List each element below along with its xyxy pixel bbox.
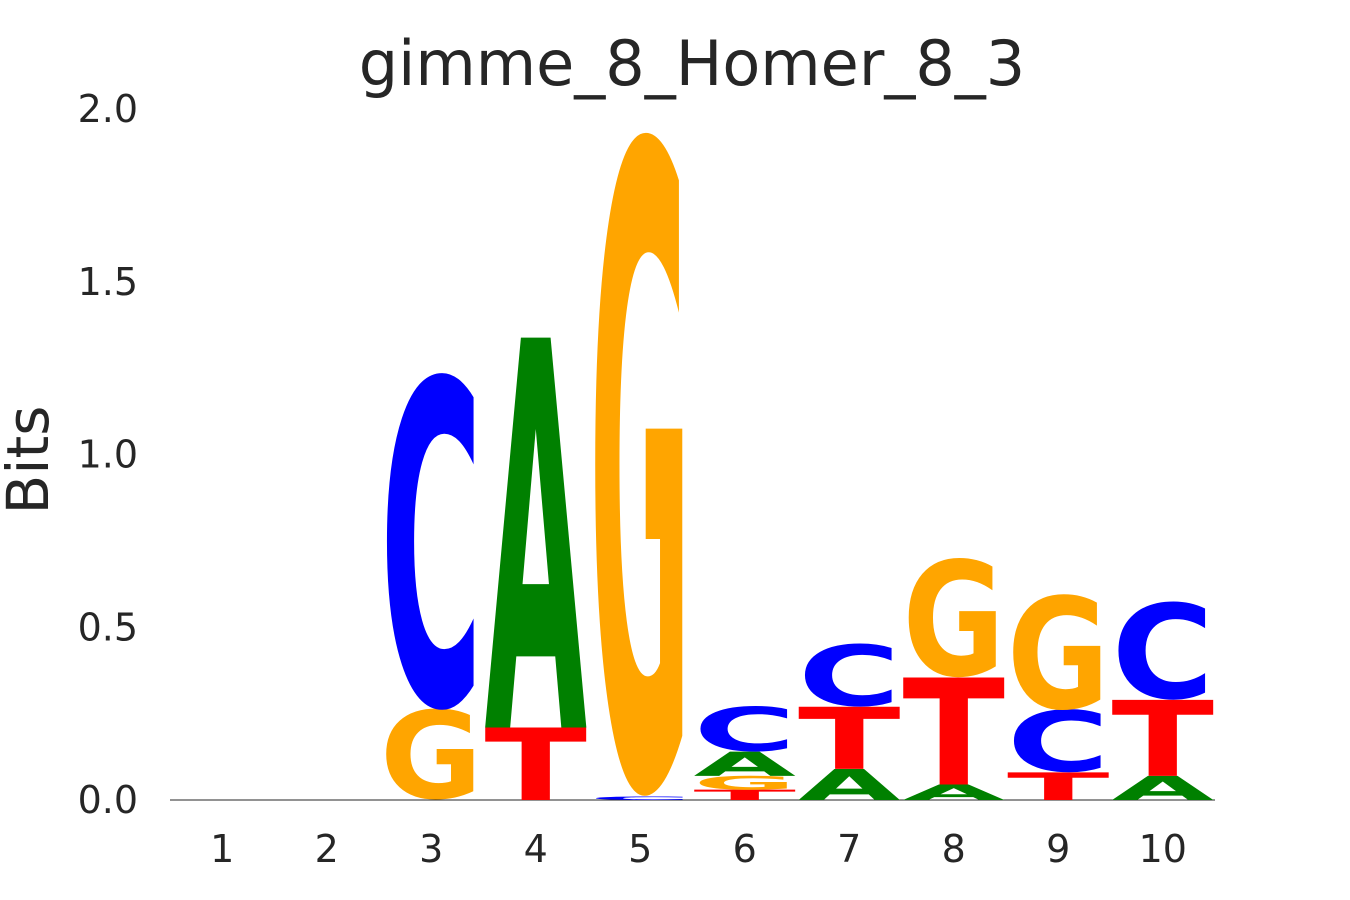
x-tick-label: 8 xyxy=(942,827,966,871)
x-tick-label: 6 xyxy=(733,827,757,871)
logo-letter-pos6-G: G xyxy=(694,772,796,794)
logo-letter-pos6-A: A xyxy=(694,745,797,784)
y-tick-label: 2.0 xyxy=(78,87,138,131)
logo-letter-pos3-C: C xyxy=(380,291,482,809)
letter-g-glyph: G xyxy=(380,686,482,826)
logo-letter-pos8-A: A xyxy=(903,780,1005,805)
chart-title: gimme_8_Homer_8_3 xyxy=(359,27,1025,100)
y-axis-ticks: 0.0 0.5 1.0 1.5 2.0 xyxy=(78,87,138,822)
logo-letter-pos7-T: T xyxy=(798,690,900,789)
y-axis-label: Bits xyxy=(0,406,62,515)
letter-c-glyph: C xyxy=(694,695,796,765)
x-tick-label: 7 xyxy=(837,827,861,871)
letter-g-glyph: G xyxy=(1007,565,1109,744)
logo-letter-pos8-T: T xyxy=(903,649,1005,820)
logo-letter-pos10-T: T xyxy=(1112,680,1214,801)
letter-a-glyph: A xyxy=(798,761,900,810)
letter-t-glyph: T xyxy=(694,787,797,803)
letter-c-glyph: C xyxy=(798,629,900,726)
y-tick-label: 0.0 xyxy=(78,778,138,822)
letter-c-glyph: C xyxy=(1112,577,1214,728)
letter-c-glyph: C xyxy=(1007,694,1109,791)
logo-letter-pos10-C: C xyxy=(1112,577,1214,728)
letter-a-glyph: A xyxy=(485,231,588,854)
logo-letter-pos6-T: T xyxy=(694,787,797,803)
letter-t-glyph: T xyxy=(1007,765,1110,809)
letter-t-glyph: T xyxy=(1112,680,1214,801)
letter-t-glyph: T xyxy=(903,649,1005,820)
letter-a-glyph: A xyxy=(1112,769,1215,808)
x-tick-label: 1 xyxy=(210,827,234,871)
logo-letter-pos9-T: T xyxy=(1007,765,1110,809)
logo-letter-pos10-A: A xyxy=(1112,769,1215,808)
x-tick-label: 5 xyxy=(628,827,652,871)
logo-letter-pos5-C: C xyxy=(589,796,691,801)
letter-a-glyph: A xyxy=(903,780,1005,805)
logo-letter-pos8-G: G xyxy=(903,529,1005,713)
y-tick-label: 1.5 xyxy=(78,260,138,304)
x-tick-label: 3 xyxy=(419,827,443,871)
logo-letter-pos4-A: A xyxy=(485,231,588,854)
logo-letter-pos7-A: A xyxy=(798,761,900,810)
letter-g-glyph: G xyxy=(589,0,691,900)
y-tick-label: 1.0 xyxy=(78,433,138,477)
y-tick-label: 0.5 xyxy=(78,605,138,649)
logo-letter-pos9-G: G xyxy=(1007,565,1109,744)
letter-g-glyph: G xyxy=(903,529,1005,713)
logo-letter-pos3-G: G xyxy=(380,686,482,826)
letter-c-glyph: C xyxy=(380,291,482,809)
logo-letter-pos6-C: C xyxy=(694,695,796,765)
logo-letter-pos5-G: G xyxy=(589,0,691,900)
letter-a-glyph: A xyxy=(694,745,797,784)
logo-letter-pos4-T: T xyxy=(485,709,588,824)
logo-letter-pos7-C: C xyxy=(798,629,900,726)
letter-c-glyph: C xyxy=(589,796,691,801)
letter-t-glyph: T xyxy=(798,690,900,789)
letter-g-glyph: G xyxy=(694,772,796,794)
x-tick-label: 2 xyxy=(315,827,339,871)
letter-t-glyph: T xyxy=(485,709,588,824)
x-tick-label: 10 xyxy=(1139,827,1187,871)
x-axis-ticks: 1 2 3 4 5 6 7 8 9 10 xyxy=(210,827,1187,871)
x-tick-label: 4 xyxy=(524,827,548,871)
logo-letter-pos9-C: C xyxy=(1007,694,1109,791)
x-tick-label: 9 xyxy=(1046,827,1070,871)
